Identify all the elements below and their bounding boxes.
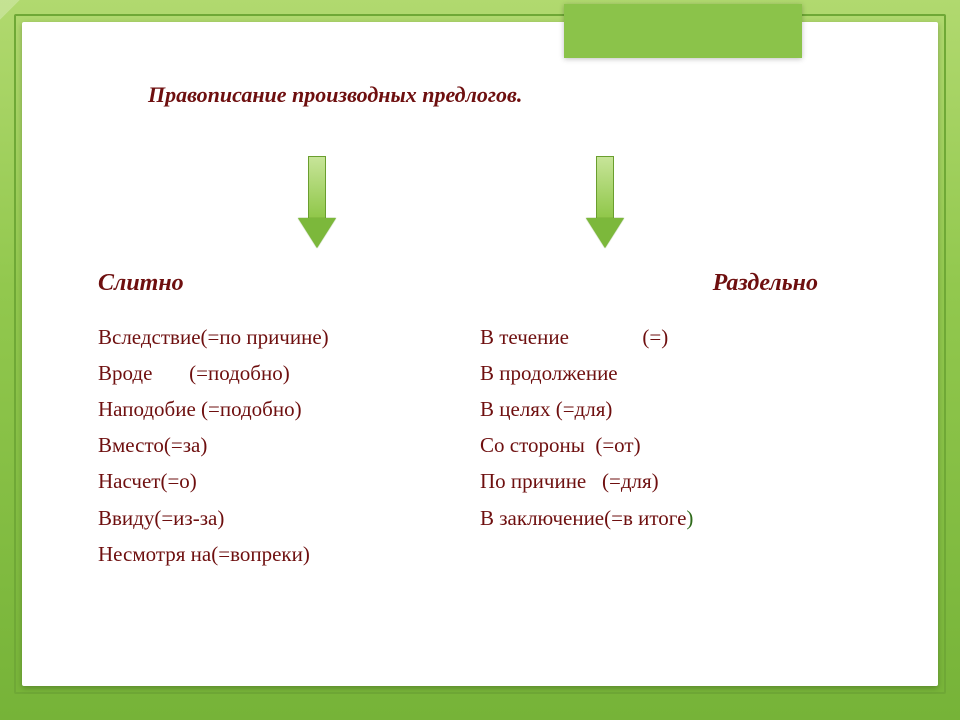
list-item: Со стороны (=от)	[480, 427, 852, 463]
down-arrow-icon	[302, 156, 332, 252]
closing-paren: )	[686, 506, 693, 530]
list-item-text: В заключение(=в итоге	[480, 506, 686, 530]
list-item: Вроде (=подобно)	[98, 355, 470, 391]
slide-title: Правописание производных предлогов.	[98, 82, 862, 108]
list-item: Вместо(=за)	[98, 427, 470, 463]
two-column-layout: Слитно Вследствие(=по причине) Вроде (=п…	[98, 270, 862, 572]
column-right-header: Раздельно	[480, 270, 852, 297]
list-item: В продолжение	[480, 355, 852, 391]
column-right: Раздельно В течение (=) В продолжение В …	[480, 270, 862, 572]
column-left: Слитно Вследствие(=по причине) Вроде (=п…	[98, 270, 480, 572]
list-item: Несмотря на(=вопреки)	[98, 536, 470, 572]
arrow-row	[98, 156, 862, 266]
list-item: В заключение(=в итоге)	[480, 500, 852, 536]
slide-card: Правописание производных предлогов. Слит…	[22, 22, 938, 686]
list-item: Насчет(=о)	[98, 463, 470, 499]
list-item: Ввиду(=из-за)	[98, 500, 470, 536]
list-item: По причине (=для)	[480, 463, 852, 499]
list-item: В течение (=)	[480, 319, 852, 355]
column-left-header: Слитно	[98, 270, 470, 297]
down-arrow-icon	[590, 156, 620, 252]
slide-content: Правописание производных предлогов. Слит…	[22, 22, 938, 686]
list-item: Наподобие (=подобно)	[98, 391, 470, 427]
list-item: Вследствие(=по причине)	[98, 319, 470, 355]
list-item: В целях (=для)	[480, 391, 852, 427]
